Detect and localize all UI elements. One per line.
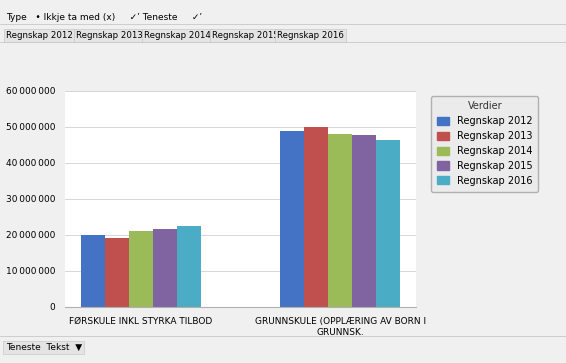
Text: Teneste  Tekst  ▼: Teneste Tekst ▼ — [6, 343, 82, 352]
Text: Regnskap 2016: Regnskap 2016 — [277, 31, 344, 40]
Bar — [177, 226, 201, 307]
Bar — [305, 127, 328, 307]
Text: Regnskap 2013: Regnskap 2013 — [76, 31, 143, 40]
Text: Type   • Ikkje ta med (x)     ✓’ Teneste     ✓’: Type • Ikkje ta med (x) ✓’ Teneste ✓’ — [6, 13, 202, 22]
Text: Regnskap 2014: Regnskap 2014 — [144, 31, 211, 40]
Bar — [129, 231, 153, 307]
Bar — [328, 134, 352, 307]
Bar — [105, 238, 129, 307]
Bar — [352, 135, 376, 307]
Bar — [280, 131, 305, 307]
Legend: Regnskap 2012, Regnskap 2013, Regnskap 2014, Regnskap 2015, Regnskap 2016: Regnskap 2012, Regnskap 2013, Regnskap 2… — [431, 95, 538, 192]
Bar — [81, 235, 105, 307]
Text: Regnskap 2012: Regnskap 2012 — [6, 31, 72, 40]
Bar — [153, 229, 177, 307]
Text: Regnskap 2015: Regnskap 2015 — [212, 31, 279, 40]
Bar — [376, 140, 400, 307]
